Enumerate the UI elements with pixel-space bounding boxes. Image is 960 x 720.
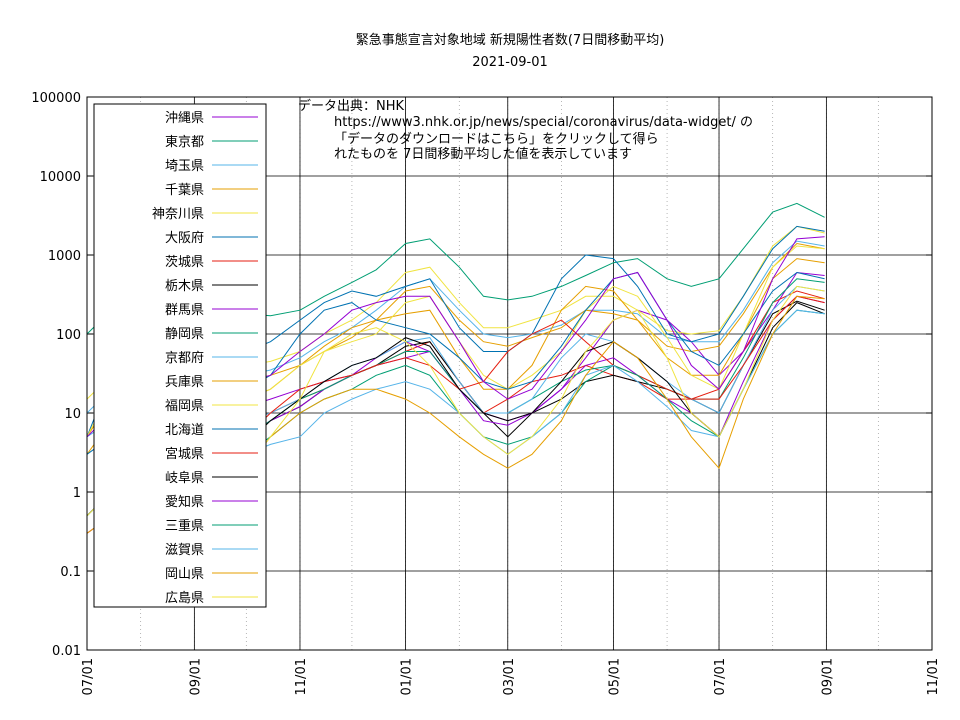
legend-label: 群馬県: [165, 303, 204, 318]
legend-label: 愛知県: [165, 494, 204, 510]
legend-label: 岐阜県: [165, 470, 204, 486]
y-tick-label: 1000: [48, 249, 81, 264]
legend-label: 静岡県: [165, 327, 204, 342]
y-tick-label: 10: [64, 407, 81, 422]
source-note-line: データ出典：NHK: [298, 98, 405, 114]
legend-box: [93, 103, 267, 608]
x-tick-label: 11/01: [294, 658, 309, 695]
y-tick-label: 0.01: [52, 644, 81, 659]
legend-label: 沖縄県: [165, 111, 204, 126]
x-tick-label: 11/01: [926, 658, 941, 695]
chart-title: 緊急事態宣言対象地域 新規陽性者数(7日間移動平均): [356, 32, 665, 48]
x-tick-label: 05/01: [607, 658, 622, 695]
x-tick-label: 09/01: [820, 658, 835, 695]
legend-label: 埼玉県: [165, 159, 204, 174]
legend-label: 東京都: [165, 134, 204, 150]
legend-label: 宮城県: [165, 446, 204, 462]
legend-label: 茨城県: [165, 255, 204, 270]
legend-label: 広島県: [165, 591, 204, 606]
y-tick-label: 100: [56, 328, 81, 343]
legend-label: 栃木県: [165, 279, 204, 294]
x-tick-label: 01/01: [400, 658, 415, 695]
y-axis-labels: 100000 10000 1000 100 10 1 0.1 0.01: [31, 91, 81, 659]
x-tick-label: 07/01: [713, 658, 728, 695]
source-note-line: https://www3.nhk.or.jp/news/special/coro…: [334, 115, 753, 130]
legend: 沖縄県東京都埼玉県千葉県神奈川県大阪府茨城県栃木県群馬県静岡県京都府兵庫県福岡県…: [93, 103, 267, 608]
legend-label: 神奈川県: [152, 207, 204, 222]
legend-label: 千葉県: [165, 183, 204, 198]
legend-label: 岡山県: [165, 567, 204, 582]
y-tick-label: 1: [73, 486, 81, 501]
source-note: データ出典：NHKhttps://www3.nhk.or.jp/news/spe…: [298, 98, 753, 162]
source-note-line: 「データのダウンロードはこちら」をクリックして得ら: [334, 131, 659, 147]
x-tick-label: 09/01: [188, 658, 203, 695]
plot-frame: [86, 96, 933, 651]
legend-label: 三重県: [165, 518, 204, 534]
legend-label: 兵庫県: [165, 375, 204, 390]
x-tick-label: 07/01: [81, 658, 96, 695]
chart-subtitle: 2021-09-01: [472, 55, 548, 70]
legend-label: 福岡県: [165, 399, 204, 414]
y-tick-label: 0.1: [60, 565, 81, 580]
legend-label: 大阪府: [165, 231, 204, 246]
x-axis-labels: 07/01 09/01 11/01 01/01 03/01 05/01 07/01 09/01…: [81, 658, 941, 695]
legend-label: 北海道: [165, 423, 204, 438]
source-note-line: れたものを 7日間移動平均した値を表示しています: [334, 146, 632, 162]
x-tick-label: 03/01: [502, 658, 517, 695]
legend-label: 京都府: [165, 351, 204, 366]
y-tick-label: 10000: [40, 170, 81, 185]
legend-label: 滋賀県: [165, 543, 204, 558]
y-tick-label: 100000: [31, 91, 81, 106]
